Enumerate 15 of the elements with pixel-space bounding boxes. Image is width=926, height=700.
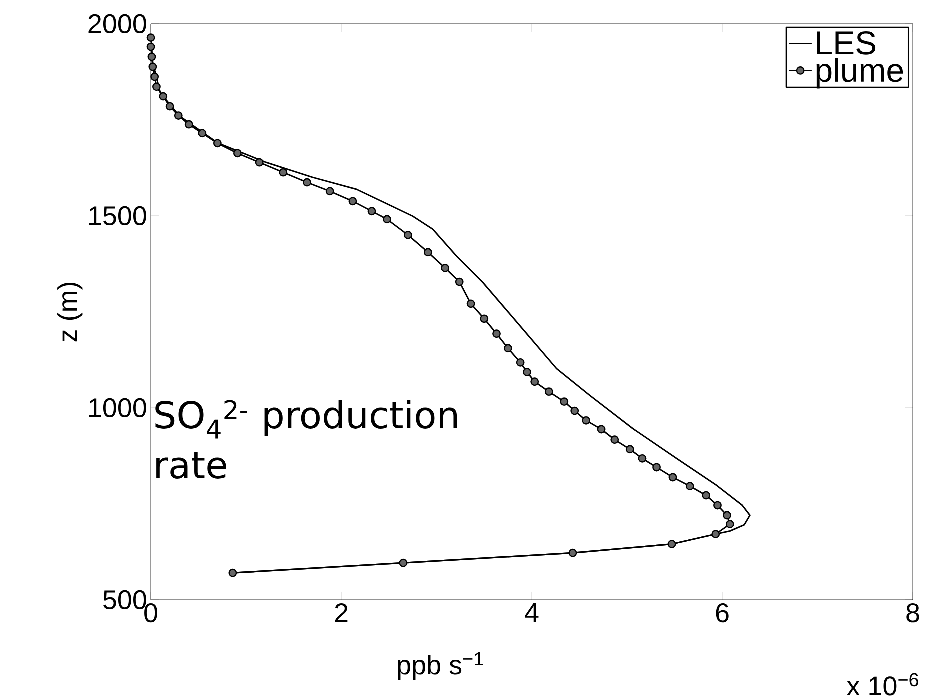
y-tick-label: 2000 [88, 14, 146, 34]
legend-label: LES [817, 31, 876, 55]
x-tick-label: 2 [335, 604, 348, 622]
y-tick-label: 1500 [89, 206, 146, 226]
y-tick-label: 1000 [89, 398, 146, 418]
x-tick-label: 8 [906, 604, 920, 623]
legend-label: plume [816, 58, 904, 89]
x-tick-label: 6 [716, 604, 729, 623]
annotation: SO$_{4}$$^{2-}$ production rate [156, 400, 458, 479]
x-axis-title: ppb s$^{−1}$ [398, 652, 484, 680]
x-tick-label: 0 [144, 604, 158, 623]
y-axis-title: z (m) [58, 282, 83, 342]
text: x 10$^{−6}$ [847, 673, 918, 696]
x-tick-label: 4 [525, 604, 539, 622]
y-tick-label: 500 [104, 590, 146, 610]
